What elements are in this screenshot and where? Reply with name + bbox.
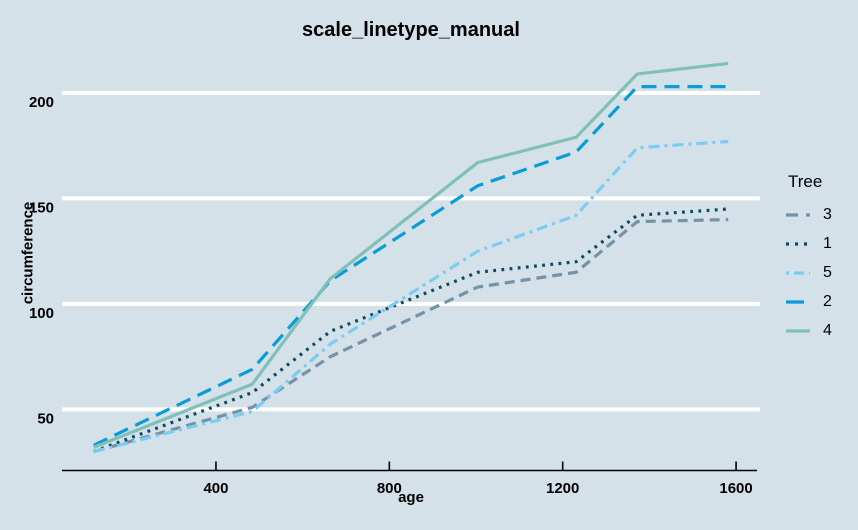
x-tick-label-1600: 1600 <box>719 480 752 497</box>
y-tick-label-200: 200 <box>29 94 54 111</box>
legend-label: 3 <box>823 205 832 223</box>
series-line-tree-2 <box>93 85 729 447</box>
series-line-tree-5 <box>93 139 729 454</box>
series-line-tree-3 <box>93 217 729 454</box>
legend-title: Tree <box>788 172 823 191</box>
series-line-tree-4 <box>93 61 729 449</box>
legend-key-line-icon <box>786 328 810 333</box>
legend-label: 2 <box>823 292 832 310</box>
y-axis-title: circumference <box>19 201 37 305</box>
y-tick-label-150: 150 <box>29 199 54 216</box>
legend-key-line-icon <box>786 241 810 246</box>
x-tick-label-1200: 1200 <box>546 480 579 497</box>
y-tick-label-50: 50 <box>37 410 54 427</box>
x-axis-title: age <box>398 489 424 506</box>
y-tick-label-100: 100 <box>29 305 54 322</box>
series-line-tree-1 <box>93 207 729 454</box>
legend-items: 3 1 5 2 4 <box>786 200 832 345</box>
legend: Tree 3 1 5 2 4 <box>786 172 832 345</box>
legend-label: 5 <box>823 263 832 281</box>
x-tick-label-800: 800 <box>377 480 402 497</box>
x-tick-label-400: 400 <box>203 480 228 497</box>
legend-item-tree-2: 2 <box>786 287 832 316</box>
legend-label: 1 <box>823 234 832 252</box>
legend-item-tree-1: 1 <box>786 229 832 258</box>
legend-key-line-icon <box>786 270 810 275</box>
legend-key-line-icon <box>786 212 810 217</box>
legend-item-tree-3: 3 <box>786 200 832 229</box>
legend-key-line-icon <box>786 299 810 304</box>
chart-title: scale_linetype_manual <box>302 19 520 41</box>
legend-item-tree-5: 5 <box>786 258 832 287</box>
legend-label: 4 <box>823 321 832 339</box>
legend-item-tree-4: 4 <box>786 316 832 345</box>
